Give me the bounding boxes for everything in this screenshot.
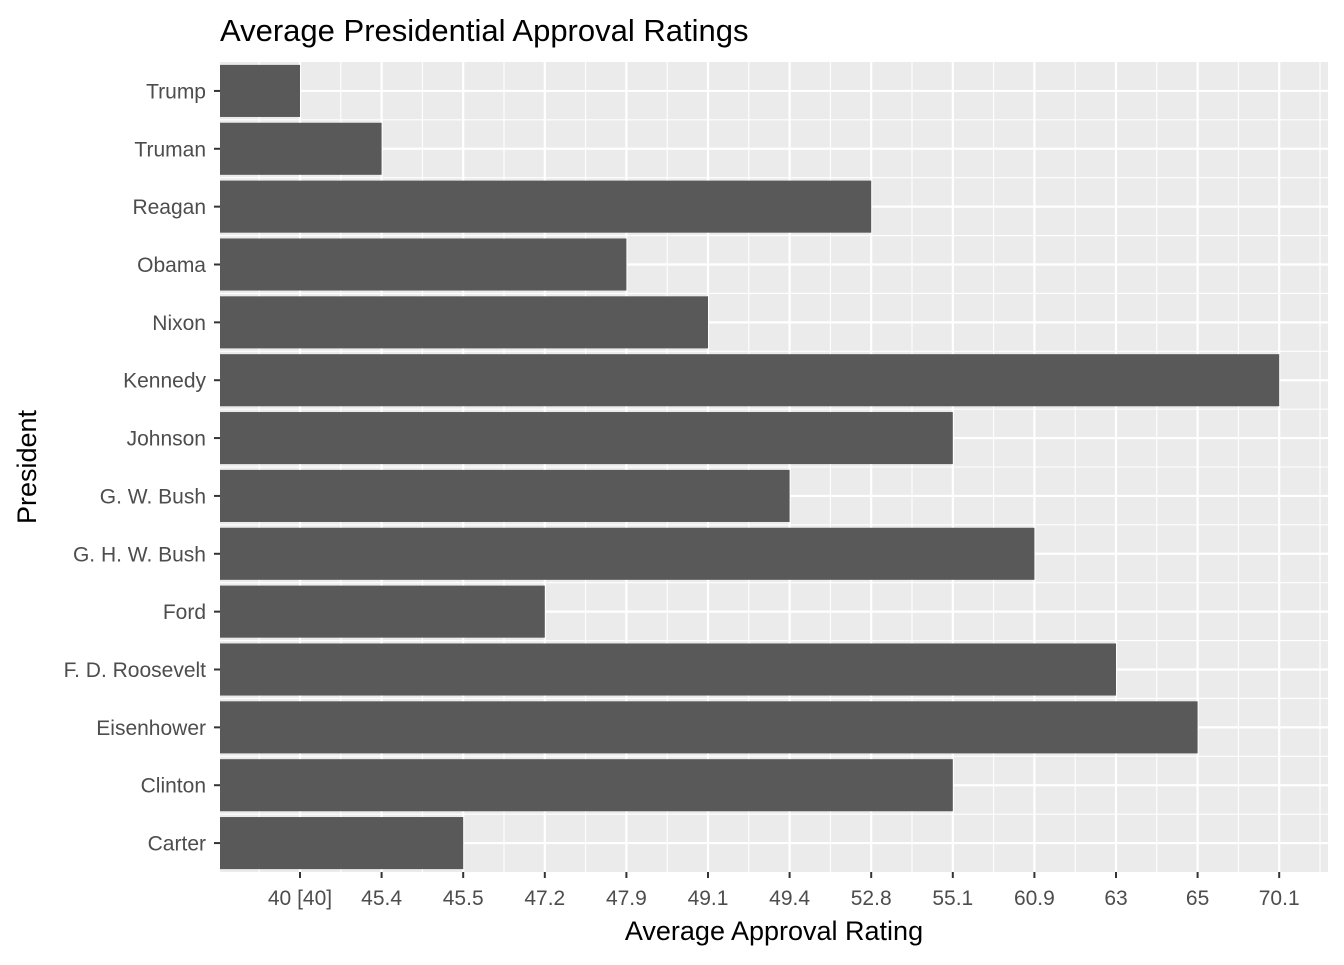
y-tick-label: Johnson	[127, 428, 206, 451]
bar-g-w-bush	[220, 469, 790, 522]
bars	[220, 64, 1280, 870]
bar-g-h-w-bush	[220, 527, 1035, 580]
x-tick-label: 70.1	[1259, 887, 1300, 910]
bar-kennedy	[220, 354, 1280, 407]
bar-carter	[220, 817, 464, 870]
bar-clinton	[220, 759, 953, 812]
x-tick-label: 45.5	[443, 887, 484, 910]
x-tick-label: 45.4	[361, 887, 402, 910]
y-tick-label: Carter	[148, 833, 206, 856]
y-tick-label: Reagan	[132, 196, 206, 219]
bar-f-d-roosevelt	[220, 643, 1116, 696]
bar-nixon	[220, 296, 708, 349]
y-axis-title: President	[12, 409, 42, 524]
bar-johnson	[220, 412, 953, 465]
y-tick-label: Truman	[134, 138, 206, 161]
x-tick-label: 49.1	[688, 887, 729, 910]
x-tick-label: 63	[1104, 887, 1127, 910]
x-tick-label: 52.8	[851, 887, 892, 910]
y-tick-label: Ford	[163, 601, 206, 624]
x-tick-label: 65	[1186, 887, 1209, 910]
x-tick-label: 47.9	[606, 887, 647, 910]
y-tick-label: Obama	[137, 254, 206, 277]
x-axis-title: Average Approval Rating	[625, 916, 923, 946]
y-tick-label: Trump	[146, 80, 206, 103]
y-axis-ticks: Carter Clinton Eisenhower F. D. Roosevelt Fo…	[64, 80, 220, 856]
y-tick-label: Nixon	[152, 312, 206, 335]
bar-reagan	[220, 180, 872, 233]
x-tick-label: 40 [40]	[268, 887, 332, 910]
y-tick-label: F. D. Roosevelt	[64, 659, 207, 682]
bar-truman	[220, 122, 382, 175]
bar-eisenhower	[220, 701, 1198, 754]
x-tick-label: 60.9	[1014, 887, 1055, 910]
y-tick-label: G. H. W. Bush	[73, 543, 206, 566]
chart-title: Average Presidential Approval Ratings	[220, 13, 748, 48]
bar-obama	[220, 238, 627, 291]
y-tick-label: G. W. Bush	[100, 485, 206, 508]
x-tick-label: 47.2	[524, 887, 565, 910]
bar-trump	[220, 64, 300, 117]
x-axis-ticks: 40 [40] 45.4 45.5 47.2 47.9 49.1 49.4 52.8 55.1 6…	[268, 872, 1300, 910]
x-tick-label: 49.4	[769, 887, 810, 910]
x-tick-label: 55.1	[932, 887, 973, 910]
y-tick-label: Eisenhower	[96, 717, 206, 740]
bar-ford	[220, 585, 545, 638]
y-tick-label: Kennedy	[123, 370, 206, 393]
y-tick-label: Clinton	[141, 775, 206, 798]
